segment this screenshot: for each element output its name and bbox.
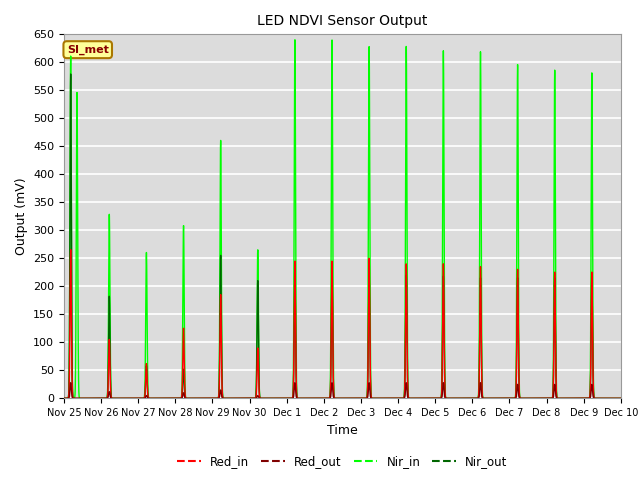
- Legend: Red_in, Red_out, Nir_in, Nir_out: Red_in, Red_out, Nir_in, Nir_out: [172, 450, 513, 473]
- X-axis label: Time: Time: [327, 424, 358, 437]
- Text: SI_met: SI_met: [67, 45, 109, 55]
- Y-axis label: Output (mV): Output (mV): [15, 177, 28, 255]
- Title: LED NDVI Sensor Output: LED NDVI Sensor Output: [257, 14, 428, 28]
